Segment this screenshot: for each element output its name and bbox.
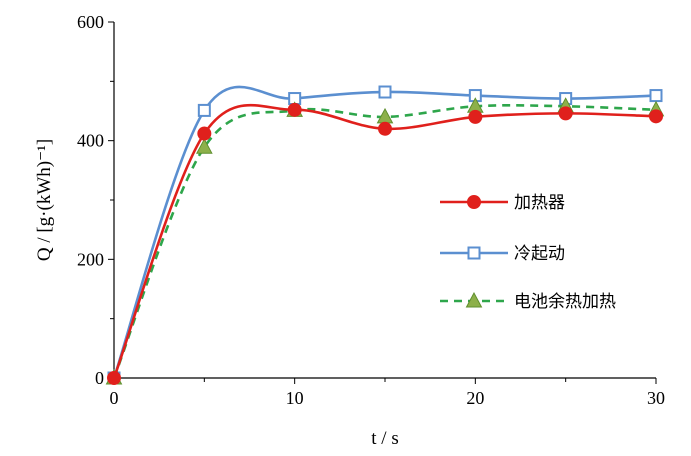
series-line [112,103,657,379]
y-tick-label: 0 [95,368,104,388]
y-axis-title: Q / [g·(kWh)⁻¹] [34,139,55,261]
data-point [287,102,302,117]
legend-label: 冷起动 [514,244,565,264]
y-tick-label: 200 [77,249,104,269]
data-point [558,106,573,121]
series-layer [105,85,665,385]
data-point [649,89,663,103]
axes [108,21,657,384]
legend-marker [465,291,483,308]
legend-marker [467,195,481,209]
data-point [197,103,211,117]
legend-marker [467,246,481,260]
data-point [468,109,483,124]
axis-titles: Q / [g·(kWh)⁻¹] t / s [34,139,399,449]
tick-labels: 0 200 400 600 0 10 20 30 [77,12,665,408]
legend-label: 电池余热加热 [514,292,616,312]
data-point [378,121,392,136]
x-tick-label: 10 [286,388,304,408]
series-line [112,104,657,379]
x-axis-title: t / s [371,428,398,449]
data-point [649,109,663,124]
x-tick-label: 30 [647,388,665,408]
y-tick-label: 400 [77,131,104,151]
legend-label: 加热器 [514,193,565,213]
y-tick-label: 600 [77,12,104,32]
x-tick-label: 20 [466,388,484,408]
data-point [107,371,121,385]
data-point [195,138,213,154]
series-1 [107,102,663,385]
x-tick-label: 0 [110,388,119,408]
data-point [378,85,392,99]
data-point [197,126,212,141]
